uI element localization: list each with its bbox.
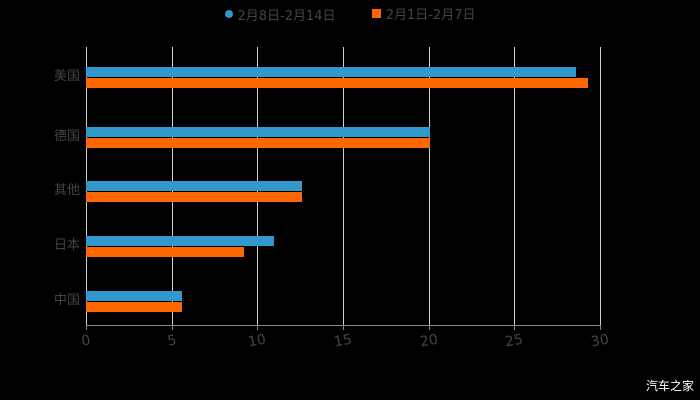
x-tick bbox=[171, 325, 173, 330]
gridline bbox=[343, 47, 344, 325]
x-tick-label: 30 bbox=[589, 331, 611, 351]
bar-series1[interactable] bbox=[86, 67, 576, 77]
gridline bbox=[514, 47, 516, 325]
watermark: 汽车之家 bbox=[645, 379, 694, 393]
x-tick-label: 0 bbox=[80, 332, 92, 350]
legend-square-icon bbox=[371, 9, 381, 18]
bar-series2[interactable] bbox=[86, 138, 431, 148]
gridline bbox=[600, 47, 601, 325]
bar-series2[interactable] bbox=[86, 302, 182, 312]
x-tick bbox=[600, 325, 601, 330]
y-category-label: 美国 bbox=[53, 69, 80, 84]
bar-series1[interactable] bbox=[86, 181, 302, 191]
bar-series2[interactable] bbox=[86, 78, 588, 88]
legend-label: 2月1日-2月7日 bbox=[385, 8, 476, 23]
bar-series1[interactable] bbox=[86, 236, 275, 246]
legend-item-series1[interactable]: 2月8日-2月14日 bbox=[224, 5, 336, 24]
x-tick bbox=[343, 325, 344, 330]
x-tick-label: 25 bbox=[504, 331, 525, 351]
x-tick bbox=[514, 325, 516, 330]
bar-series1[interactable] bbox=[86, 291, 182, 301]
legend-label: 2月8日-2月14日 bbox=[237, 8, 336, 24]
bar-series2[interactable] bbox=[86, 192, 302, 202]
legend-item-series2[interactable]: 2月1日-2月7日 bbox=[371, 4, 476, 23]
x-axis bbox=[86, 325, 601, 326]
y-category-label: 日本 bbox=[53, 238, 80, 253]
x-tick bbox=[257, 325, 259, 330]
legend-dot-icon bbox=[224, 10, 233, 18]
x-tick bbox=[428, 325, 430, 330]
x-tick-label: 20 bbox=[418, 331, 439, 351]
gridline bbox=[428, 47, 430, 325]
x-tick bbox=[86, 325, 87, 330]
chart-legend: 2月8日-2月14日 2月1日-2月7日 bbox=[0, 4, 700, 24]
bar-series1[interactable] bbox=[86, 127, 431, 137]
y-category-label: 其他 bbox=[53, 183, 80, 198]
x-tick-label: 10 bbox=[247, 331, 268, 351]
bar-series2[interactable] bbox=[86, 247, 244, 257]
x-tick-label: 15 bbox=[332, 331, 354, 351]
x-tick-label: 5 bbox=[165, 332, 178, 350]
y-category-label: 德国 bbox=[53, 129, 80, 144]
y-category-label: 中国 bbox=[53, 293, 80, 308]
